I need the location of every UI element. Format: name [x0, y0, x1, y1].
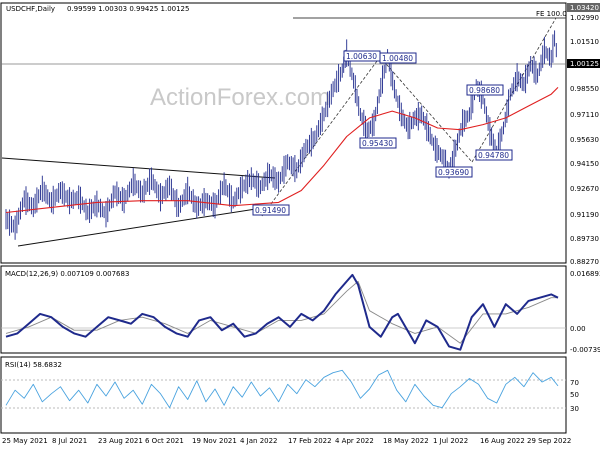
x-tick: 1 Jul 2022	[433, 437, 468, 445]
macd-line	[5, 273, 559, 351]
lower-trendline	[17, 205, 276, 247]
annotation-label: 0.93690	[438, 168, 469, 177]
y-tick: 0.98550	[570, 85, 599, 93]
y-tick: 70	[570, 379, 579, 387]
y-tick: 0.97110	[570, 111, 599, 119]
y-tick: 0.00	[570, 325, 586, 333]
moving-average	[5, 87, 559, 214]
y-tick: 0.91190	[570, 211, 599, 219]
y-tick: 30	[570, 405, 579, 413]
price-pane	[0, 2, 567, 264]
current-price-box	[567, 59, 600, 68]
watermark: ActionForex.com	[150, 84, 330, 111]
ohlc-readout: 0.99599 1.00303 0.99425 1.00125	[67, 5, 189, 13]
price-y-axis: 1.02990 1.01510 0.98550 0.97110 0.95630 …	[570, 14, 599, 266]
signal-line	[5, 280, 558, 344]
annotation-label: 0.91490	[255, 206, 286, 215]
x-tick: 19 Nov 2021	[192, 437, 237, 445]
annotation-0-95430: 0.95430	[359, 137, 397, 149]
annotation-0-98680: 0.98680	[466, 84, 504, 96]
current-price-label: 1.00125	[570, 60, 599, 68]
x-tick: 25 May 2021	[2, 437, 48, 445]
y-tick: 0.95630	[570, 136, 599, 144]
high-price-box	[567, 3, 600, 12]
annotation-0-93690: 0.93690	[435, 166, 473, 178]
y-tick: 0.94150	[570, 160, 599, 168]
rsi-y-axis: 70 50 30	[570, 379, 579, 413]
x-tick: 18 May 2022	[383, 437, 429, 445]
annotation-1-00630: 1.00630	[343, 50, 381, 62]
y-tick: 1.02990	[570, 14, 599, 22]
annotation-label: 1.00630	[346, 52, 377, 61]
y-tick: 1.01510	[570, 38, 599, 46]
projection-line	[379, 56, 473, 163]
fe-label: FE 100.0	[536, 10, 567, 18]
projection-line	[471, 17, 557, 163]
upper-trendline	[1, 157, 276, 179]
y-tick: 0.016893	[570, 270, 600, 278]
x-tick: 23 Aug 2021	[98, 437, 143, 445]
annotation-label: 0.94780	[478, 151, 509, 160]
annotation-1-00480: 1.00480	[379, 52, 417, 64]
x-tick: 4 Jan 2022	[240, 437, 278, 445]
x-tick: 6 Oct 2021	[145, 437, 184, 445]
y-tick: 0.89730	[570, 235, 599, 243]
x-tick: 16 Aug 2022	[480, 437, 525, 445]
annotation-label: 0.98680	[469, 86, 500, 95]
rsi-line	[5, 369, 559, 409]
annotation-label: 1.00480	[382, 54, 413, 63]
x-tick: 29 Sep 2022	[527, 437, 571, 445]
y-tick: 0.92670	[570, 185, 599, 193]
rsi-pane	[0, 356, 567, 434]
projection-line	[261, 56, 381, 217]
price-pane-title: USDCHF,Daily	[6, 5, 55, 13]
y-tick: 0.88270	[570, 258, 599, 266]
annotation-0-94780: 0.94780	[475, 149, 513, 161]
rsi-line	[5, 369, 559, 409]
macd-pane	[0, 265, 567, 354]
y-tick: 50	[570, 391, 579, 399]
x-tick: 8 Jul 2021	[52, 437, 87, 445]
x-tick: 4 Apr 2022	[335, 437, 374, 445]
macd-pane-title: MACD(12,26,9) 0.007109 0.007683	[5, 270, 129, 278]
macd-lines	[5, 273, 559, 351]
rsi-pane-title: RSI(14) 58.6832	[5, 361, 62, 369]
x-axis: 25 May 2021 8 Jul 2021 23 Aug 2021 6 Oct…	[2, 437, 571, 445]
annotation-0-91490: 0.91490	[252, 204, 290, 216]
x-tick: 17 Feb 2022	[288, 437, 332, 445]
y-tick: -0.007393	[570, 346, 600, 354]
annotation-label: 0.95430	[362, 139, 393, 148]
macd-y-axis: 0.016893 0.00 -0.007393	[570, 270, 600, 354]
high-price-label: 1.03420	[570, 4, 599, 12]
ma-line	[5, 87, 559, 214]
